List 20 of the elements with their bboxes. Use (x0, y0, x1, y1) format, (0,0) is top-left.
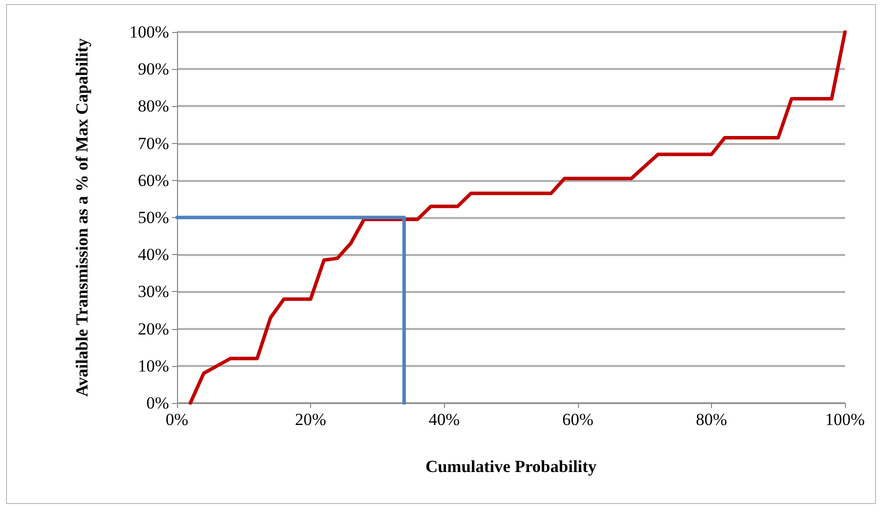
line-series (188, 30, 847, 405)
x-axis-title: Cumulative Probability (425, 457, 598, 476)
y-tick-label: 30% (138, 282, 169, 302)
y-tick-label: 0% (146, 394, 169, 412)
y-tick-label: 100% (129, 22, 169, 42)
x-tick-label: 20% (295, 410, 326, 429)
y-tick-label: 50% (138, 208, 169, 227)
y-tick-label: 10% (138, 356, 169, 376)
x-tick-label: 100% (825, 410, 865, 429)
x-tick-label: 80% (696, 410, 727, 429)
y-tick-label: 20% (138, 319, 169, 338)
y-tick-label: 40% (138, 245, 169, 264)
y-tick-label: 70% (138, 134, 169, 153)
x-tick-label: 60% (562, 410, 594, 429)
y-axis-title: Available Transmission as a % of Max Capability (72, 38, 92, 397)
x-tick-label: 0% (166, 410, 188, 429)
x-tick-label: 40% (428, 410, 460, 429)
y-tick-label: 80% (138, 96, 169, 116)
y-tick-label: 60% (138, 170, 169, 190)
y-tick-label: 90% (138, 60, 169, 79)
